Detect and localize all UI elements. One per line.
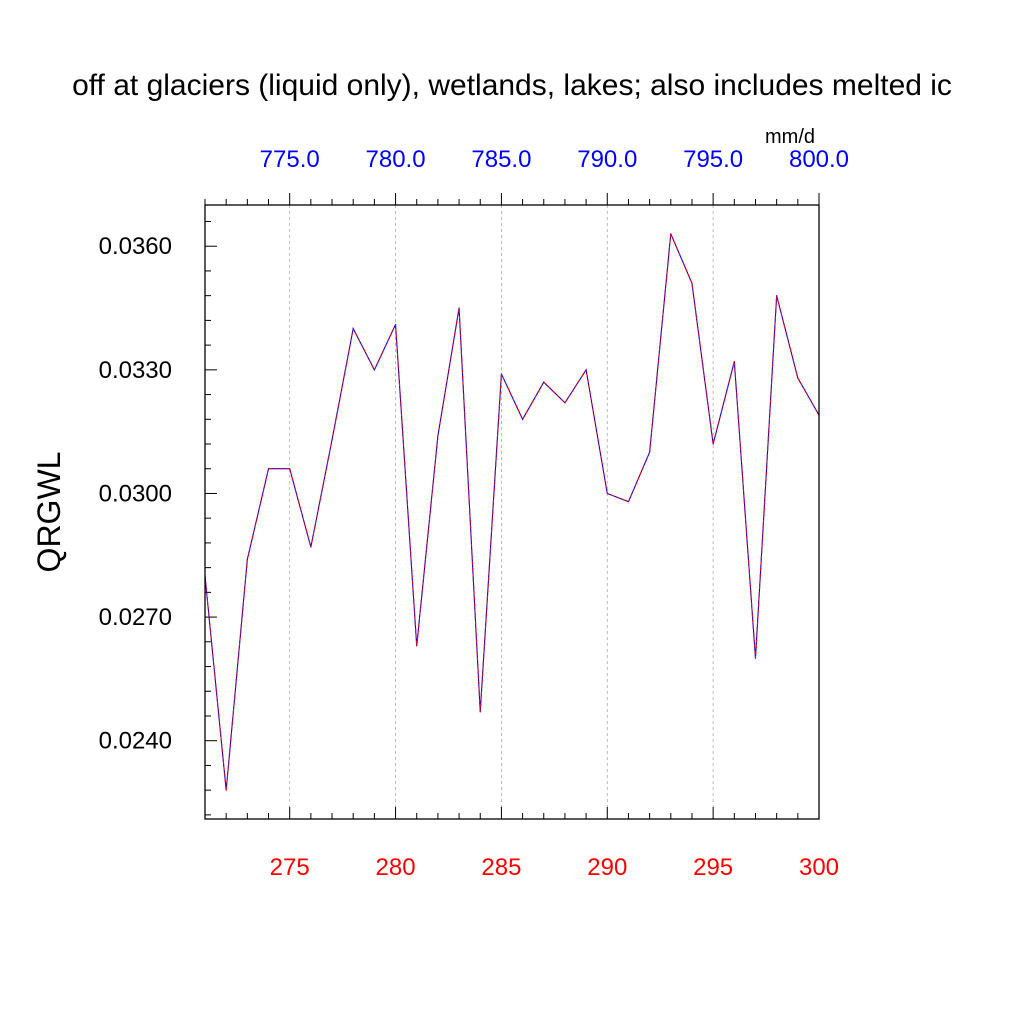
- tick-labels: 275 280 285 290 295 300 775.0 780.0 785.0 790.0 79…: [99, 146, 849, 881]
- data-point: [267, 468, 270, 470]
- data-point: [373, 369, 375, 371]
- data-point: [797, 377, 799, 379]
- x-bottom-tick-label: 285: [481, 854, 521, 881]
- data-point: [479, 711, 481, 713]
- data-point: [606, 492, 608, 495]
- x-top-tick-label: 785.0: [471, 146, 531, 173]
- x-top-tick-label: 780.0: [366, 146, 426, 173]
- x-top-tick-label: 800.0: [789, 146, 849, 173]
- data-point: [627, 501, 630, 503]
- x-bottom-tick-label: 295: [693, 854, 733, 881]
- y-tick-label: 0.0270: [99, 604, 172, 631]
- data-point: [691, 282, 693, 284]
- data-point: [352, 328, 354, 330]
- grid: [289, 205, 714, 819]
- x-bottom-tick-label: 280: [376, 854, 416, 881]
- data-point: [394, 323, 397, 326]
- data-point: [754, 657, 757, 659]
- data-point: [225, 789, 227, 791]
- data-point: [733, 360, 735, 363]
- data-point: [670, 233, 672, 235]
- data-point: [712, 443, 714, 445]
- data-point: [776, 295, 778, 297]
- top-axis-units: mm/d: [765, 126, 815, 148]
- data-point: [585, 369, 587, 371]
- series-group: [204, 233, 820, 791]
- series-line-blue: [204, 233, 820, 791]
- x-top-tick-label: 790.0: [577, 146, 637, 173]
- y-tick-label: 0.0300: [99, 480, 172, 507]
- y-tick-label: 0.0360: [99, 233, 172, 260]
- data-point: [289, 468, 291, 470]
- data-point: [437, 435, 439, 437]
- data-point: [543, 381, 545, 383]
- data-point: [416, 645, 418, 647]
- data-point: [310, 546, 312, 548]
- axis-ticks: [204, 193, 820, 819]
- series-line-red: [204, 233, 820, 791]
- x-top-tick-label: 795.0: [683, 146, 743, 173]
- y-tick-label: 0.0240: [99, 728, 172, 755]
- y-axis-label: QRGWL: [31, 452, 67, 573]
- data-point: [331, 439, 333, 441]
- x-bottom-tick-label: 290: [587, 854, 627, 881]
- data-point: [649, 451, 651, 453]
- data-point: [500, 373, 503, 375]
- data-point: [458, 307, 460, 309]
- chart-title: off at glaciers (liquid only), wetlands,…: [72, 69, 952, 102]
- x-bottom-tick-label: 300: [799, 854, 839, 881]
- data-point: [246, 558, 248, 560]
- y-tick-label: 0.0330: [99, 357, 172, 384]
- x-top-tick-label: 775.0: [260, 146, 320, 173]
- data-point: [521, 418, 524, 420]
- data-point: [564, 402, 566, 404]
- x-bottom-tick-label: 275: [270, 854, 310, 881]
- plot-frame: [204, 204, 820, 820]
